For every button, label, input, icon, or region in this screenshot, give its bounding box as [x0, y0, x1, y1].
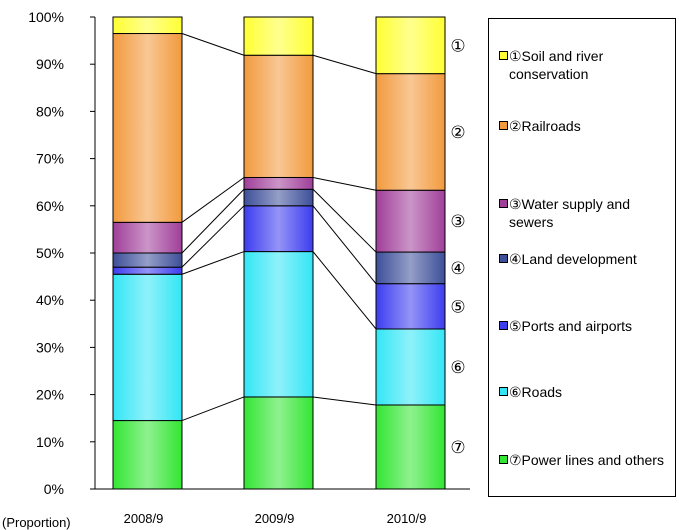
y-tick-label: 0%: [44, 481, 64, 497]
segment-marker: ⑦: [450, 438, 465, 457]
segment-marker: ⑤: [450, 297, 465, 316]
y-tick-label: 40%: [36, 292, 64, 308]
legend-label: ⑥Roads: [509, 384, 563, 400]
legend-item: ⑦Power lines and others: [499, 451, 674, 469]
bars-group: [112, 16, 446, 490]
bar-segment: [375, 251, 446, 285]
bar-segment: [243, 176, 314, 190]
bar-segment: [112, 273, 183, 422]
bar-segment: [243, 54, 314, 178]
y-tick-label: 60%: [36, 198, 64, 214]
segment-marker: ①: [450, 36, 465, 55]
bar-segment: [375, 73, 446, 191]
legend-swatch: [499, 321, 508, 330]
connector-line: [312, 176, 377, 191]
connector-line: [312, 205, 377, 284]
bar-segment: [375, 283, 446, 330]
segment-marker: ②: [450, 123, 465, 142]
legend: ①Soil and river conservation ②Railroads ③W…: [488, 18, 676, 497]
connector-line: [312, 188, 377, 253]
legend-swatch: [499, 254, 508, 263]
bar-segment: [112, 221, 183, 254]
connector-line: [181, 177, 245, 223]
legend-label: ①Soil and river conservation: [509, 48, 604, 82]
legend-item: ①Soil and river conservation: [499, 47, 674, 83]
bar-segment: [243, 251, 314, 398]
x-tick-labels: 2008/9 2009/9 2010/9: [124, 511, 427, 526]
connector-line: [181, 188, 245, 254]
y-tick-label: 10%: [36, 434, 64, 450]
y-tick-label: 50%: [36, 245, 64, 261]
bar-segment: [112, 33, 183, 223]
y-tick-label: 90%: [36, 56, 64, 72]
x-axis-label: (Proportion): [2, 515, 71, 530]
x-tick-label: 2008/9: [124, 511, 164, 526]
legend-label: ③Water supply and sewers: [509, 196, 630, 230]
x-tick-label: 2010/9: [387, 511, 427, 526]
connector-line: [181, 33, 245, 56]
bar-segment: [112, 252, 183, 268]
legend-item: ④Land development: [499, 250, 674, 268]
bar-segment: [243, 205, 314, 253]
x-tick-label: 2009/9: [255, 511, 295, 526]
connector-line: [181, 205, 245, 268]
bar-segment: [243, 396, 314, 490]
y-tick-label: 20%: [36, 387, 64, 403]
connector-line: [181, 251, 245, 275]
legend-item: ⑥Roads: [499, 383, 674, 401]
y-tick-label: 80%: [36, 103, 64, 119]
y-tick-label: 100%: [28, 9, 64, 25]
legend-item: ③Water supply and sewers: [499, 195, 674, 231]
bar-segment: [375, 404, 446, 490]
segment-marker: ④: [450, 259, 465, 278]
legend-item: ②Railroads: [499, 117, 674, 135]
bar-segment: [112, 16, 183, 35]
connector-line: [312, 54, 377, 75]
legend-item: ⑤Ports and airports: [499, 317, 674, 335]
y-tick-label: 70%: [36, 151, 64, 167]
y-axis: 0% 10% 20% 30% 40% 50% 60% 70% 80% 90% 100%: [28, 9, 470, 497]
bar-segment: [112, 266, 183, 275]
legend-swatch: [499, 51, 508, 60]
y-tick-label: 30%: [36, 339, 64, 355]
connector-line: [181, 396, 245, 422]
legend-label: ⑦Power lines and others: [509, 452, 664, 468]
connector-line: [312, 396, 377, 406]
connector-line: [312, 251, 377, 330]
segment-markers: ⑦ ⑥ ⑤ ④ ③ ② ①: [450, 36, 465, 457]
bar-segment: [375, 328, 446, 406]
bar-segment: [375, 16, 446, 75]
legend-swatch: [499, 199, 508, 208]
bar-segment: [375, 189, 446, 253]
bar-segment: [112, 420, 183, 490]
legend-swatch: [499, 387, 508, 396]
segment-marker: ③: [450, 212, 465, 231]
legend-label: ⑤Ports and airports: [509, 318, 633, 334]
legend-label: ②Railroads: [509, 118, 581, 134]
bar-segment: [243, 16, 314, 56]
legend-swatch: [499, 455, 508, 464]
legend-label: ④Land development: [509, 251, 637, 267]
bar-segment: [243, 188, 314, 207]
segment-marker: ⑥: [450, 358, 465, 377]
connector-lines: [181, 33, 377, 422]
legend-swatch: [499, 121, 508, 130]
